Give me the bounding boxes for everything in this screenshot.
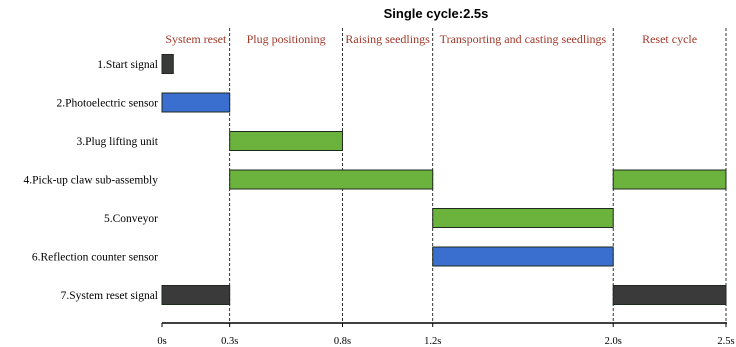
row-label: 2.Photoelectric sensor <box>56 98 158 110</box>
row-label: 5.Conveyor <box>104 213 158 225</box>
x-tick-label: 2.0s <box>605 336 622 347</box>
x-axis-ticks: 0s 0.3s 0.8s 1.2s 2.0s 2.5s <box>157 323 735 347</box>
timing-bar <box>161 285 231 305</box>
row-label: 3.Plug lifting unit <box>77 136 159 148</box>
row-label: 7.System reset signal <box>61 290 158 302</box>
timing-bar <box>612 169 727 190</box>
timing-bar <box>612 285 727 305</box>
timing-bar <box>432 246 614 267</box>
x-tick-label: 2.5s <box>717 336 734 347</box>
timing-bar <box>161 92 231 113</box>
x-tick-label: 0s <box>157 336 166 347</box>
phase-label: Reset cycle <box>642 32 697 46</box>
phase-label: Raising seedlings <box>345 32 430 46</box>
timing-bar <box>432 208 614 228</box>
timing-bar <box>229 131 343 151</box>
timing-bar <box>229 169 434 190</box>
x-tick-label: 1.2s <box>424 336 441 347</box>
row-label: 6.Reflection counter sensor <box>32 252 158 264</box>
row-label: 1.Start signal <box>97 59 158 71</box>
timing-bars <box>161 54 727 305</box>
row-label: 4.Pick-up claw sub-assembly <box>24 175 159 187</box>
phase-label: Transporting and casting seedlings <box>440 32 607 46</box>
chart-title: Single cycle:2.5s <box>384 6 489 21</box>
x-tick-label: 0.3s <box>221 336 238 347</box>
phase-label: Plug positioning <box>247 32 326 46</box>
row-labels: 1.Start signal 2.Photoelectric sensor 3.Pl… <box>24 59 159 302</box>
phase-labels: System reset Plug positioning Raising seed… <box>165 32 697 46</box>
phase-label: System reset <box>165 32 227 46</box>
timing-bar <box>161 54 174 74</box>
x-tick-label: 0.8s <box>334 336 351 347</box>
